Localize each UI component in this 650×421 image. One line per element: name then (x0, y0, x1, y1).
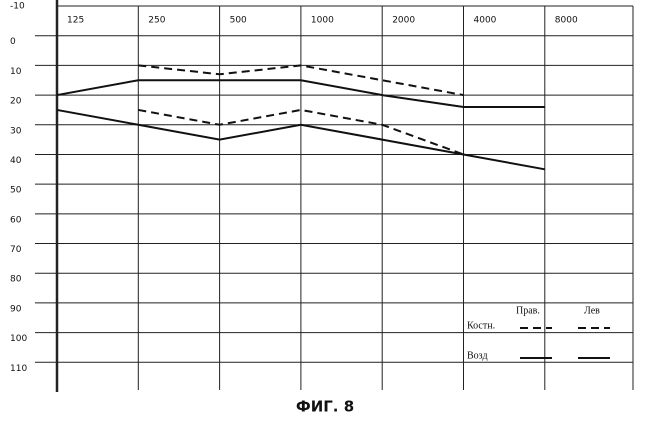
x-tick-label: 500 (230, 16, 247, 26)
data-line (56, 79, 545, 108)
x-tick-label: 250 (148, 16, 165, 26)
y-tick-label: -10 (10, 2, 25, 12)
y-tick-label: 50 (10, 186, 22, 196)
y-tick-label: 110 (10, 364, 27, 374)
y-tick-label: 0 (10, 37, 16, 47)
x-tick-label: 125 (67, 16, 84, 26)
y-tick-label: 90 (10, 304, 22, 314)
y-tick-label: 30 (10, 126, 22, 136)
legend-row: Возд (467, 350, 488, 361)
x-tick-label: 4000 (474, 16, 497, 26)
legend-column: Лев (584, 305, 600, 316)
y-tick-label: 20 (10, 97, 22, 107)
y-tick-label: 70 (10, 245, 22, 255)
y-tick-label: 80 (10, 275, 22, 285)
y-tick-label: 40 (10, 156, 22, 166)
data-line (56, 108, 545, 171)
y-tick-label: 60 (10, 215, 22, 225)
data-line (138, 108, 464, 156)
data-line (138, 64, 464, 97)
y-tick-label: 100 (10, 334, 27, 344)
x-tick-label: 8000 (555, 16, 578, 26)
x-tick-label: 2000 (392, 16, 415, 26)
chart-title: ФИГ. 8 (296, 398, 354, 416)
x-tick-label: 1000 (311, 16, 334, 26)
y-tick-label: 10 (10, 67, 22, 77)
legend-column: Прав. (516, 305, 540, 316)
legend-row: Костн. (467, 320, 495, 331)
